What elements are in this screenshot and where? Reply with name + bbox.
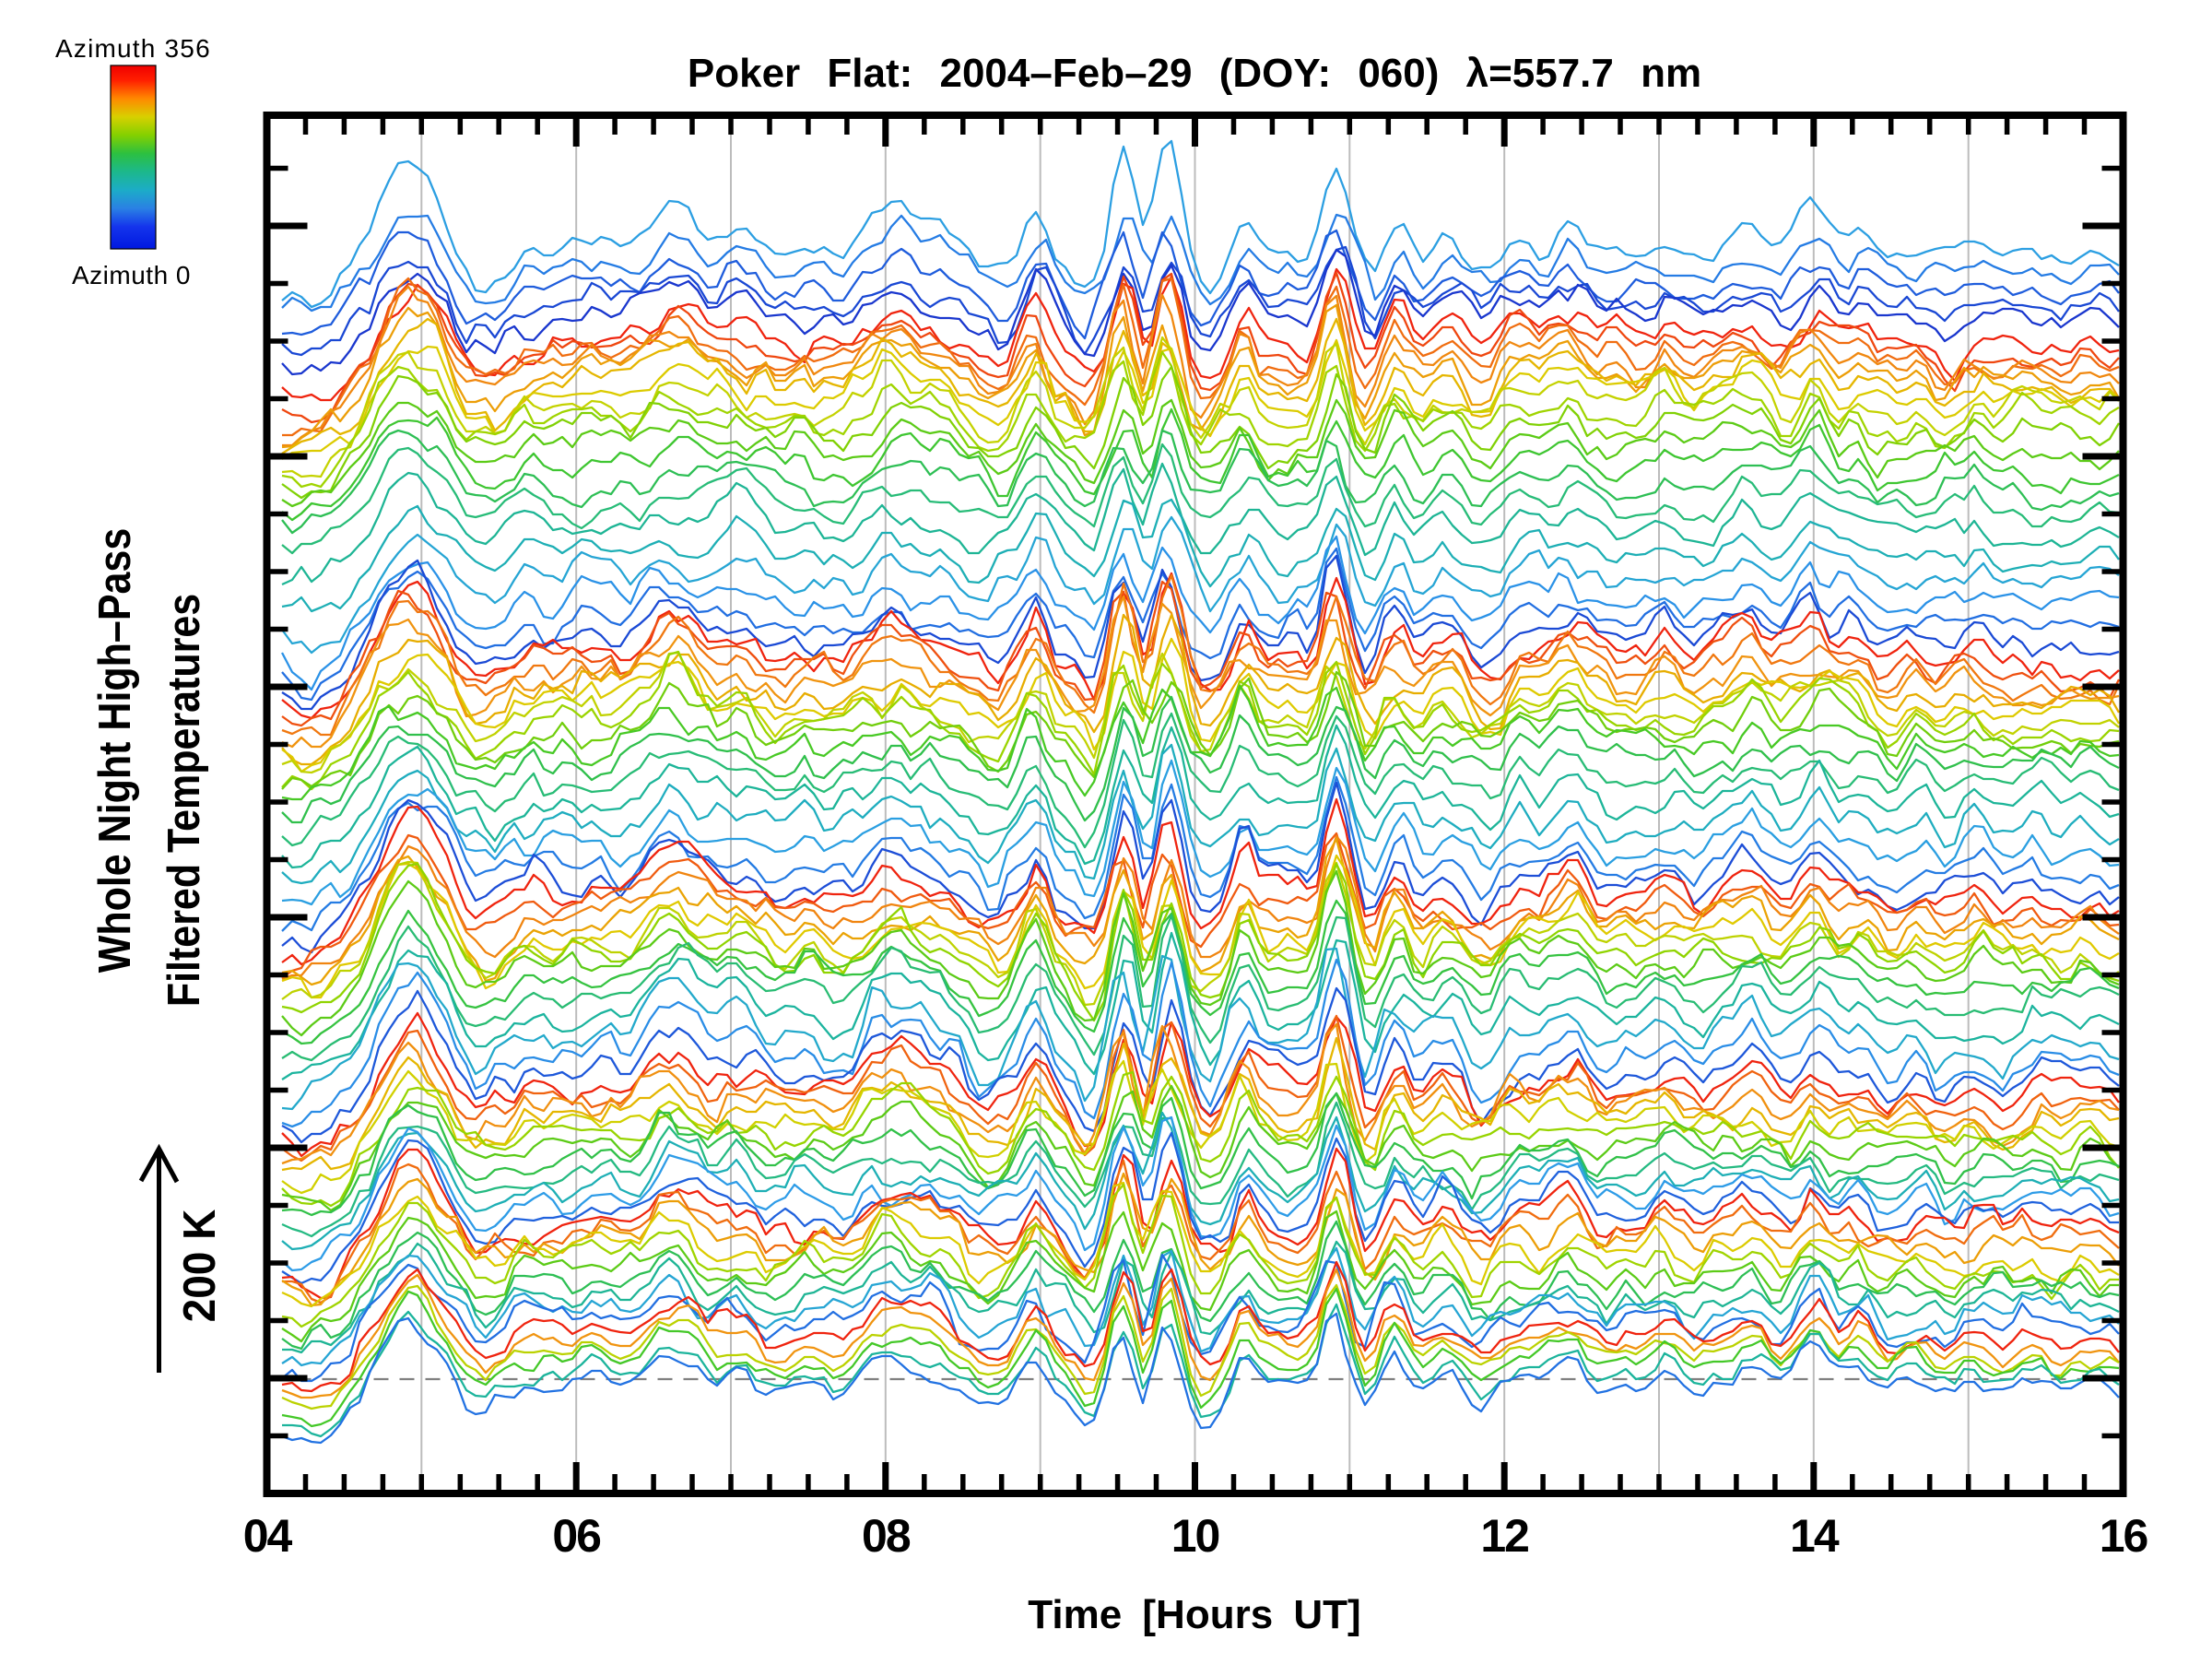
svg-text:Filtered Temperatures: Filtered Temperatures [158, 594, 208, 1007]
svg-text:200 K: 200 K [175, 1210, 226, 1323]
svg-text:14: 14 [1790, 1510, 1840, 1562]
svg-text:12: 12 [1480, 1510, 1528, 1562]
svg-text:Azimuth 356: Azimuth 356 [55, 34, 211, 63]
svg-text:10: 10 [1171, 1510, 1219, 1562]
svg-text:06: 06 [552, 1510, 600, 1562]
svg-text:04: 04 [243, 1510, 293, 1562]
svg-text:Whole Night High–Pass: Whole Night High–Pass [88, 528, 139, 974]
svg-text:Time [Hours UT]: Time [Hours UT] [1028, 1592, 1360, 1637]
svg-text:08: 08 [862, 1510, 911, 1562]
svg-text:Poker Flat: 2004–Feb–29 (DOY:: Poker Flat: 2004–Feb–29 (DOY: 060) λ=557… [688, 51, 1701, 96]
svg-text:Azimuth 0: Azimuth 0 [72, 261, 191, 289]
svg-text:16: 16 [2100, 1510, 2147, 1562]
